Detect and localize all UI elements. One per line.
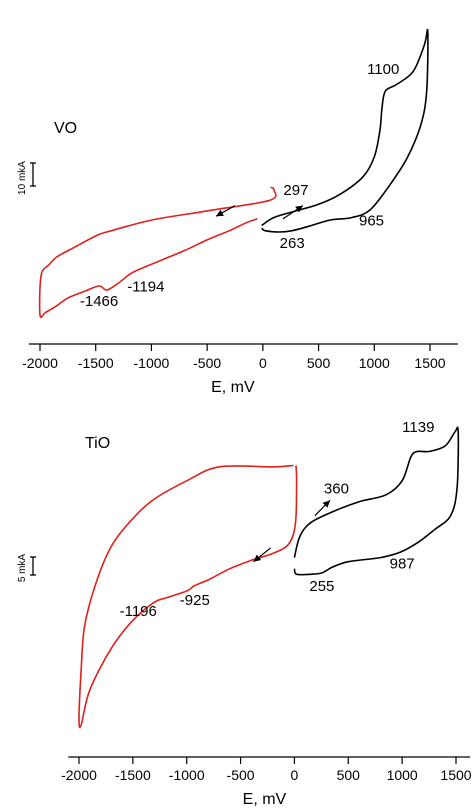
scale-bar-label: 10 mkA (17, 161, 28, 195)
x-tick-label: -1500 (78, 355, 114, 371)
panel-title: TiO (85, 435, 110, 452)
chart-panel-2: -2000 -1500 -1000 -500 0 500 1000 1500 E, mV TiO 5… (17, 419, 472, 808)
cathodic-direction-arrow-head (216, 209, 224, 217)
x-tick-label: 1000 (359, 355, 390, 371)
peak-label: -925 (180, 592, 210, 609)
chart-panel-1: -2000 -1500 -1000 -500 0 500 1000 1500 E, mV VO 10… (17, 28, 458, 396)
peak-label: -1196 (120, 603, 157, 620)
peak-label: 1139 (402, 419, 434, 436)
x-tick-label: 500 (307, 355, 331, 371)
cathodic-sweep-curve (78, 464, 298, 729)
cathodic-direction-arrow-head (253, 554, 262, 562)
x-tick-label: 500 (337, 767, 361, 783)
peak-label: 297 (283, 182, 308, 199)
peak-label: 987 (390, 556, 415, 573)
x-tick-label: -1000 (169, 767, 205, 783)
x-tick-label: 0 (291, 767, 299, 783)
panel-title: VO (54, 120, 77, 137)
peak-label: -1466 (80, 293, 118, 310)
anodic-direction-arrow-head (295, 205, 303, 213)
scale-bar-label: 5 mkA (17, 554, 28, 583)
peak-label: -1194 (127, 278, 164, 295)
x-tick-label: -500 (227, 767, 255, 783)
x-tick-label: -500 (193, 355, 221, 371)
x-tick-label: 0 (259, 355, 267, 371)
peak-label: 965 (359, 212, 384, 229)
x-tick-label: -2000 (22, 355, 58, 371)
x-tick-label: 1500 (440, 767, 471, 783)
anodic-sweep-curve (293, 426, 460, 576)
anodic-sweep-curve (261, 28, 429, 233)
x-axis-title: E, mV (211, 379, 255, 396)
cathodic-sweep-curve (38, 186, 277, 319)
peak-label: 1100 (367, 61, 399, 78)
x-tick-label: 1000 (387, 767, 418, 783)
anodic-direction-arrow-head (322, 500, 330, 508)
peak-label: 255 (309, 578, 334, 595)
peak-label: 263 (280, 235, 305, 252)
x-axis-title: E, mV (243, 791, 287, 808)
peak-label: 360 (324, 480, 349, 497)
x-tick-label: 1500 (414, 355, 445, 371)
x-tick-label: -1500 (115, 767, 151, 783)
x-tick-label: -1000 (134, 355, 170, 371)
x-tick-label: -2000 (61, 767, 97, 783)
